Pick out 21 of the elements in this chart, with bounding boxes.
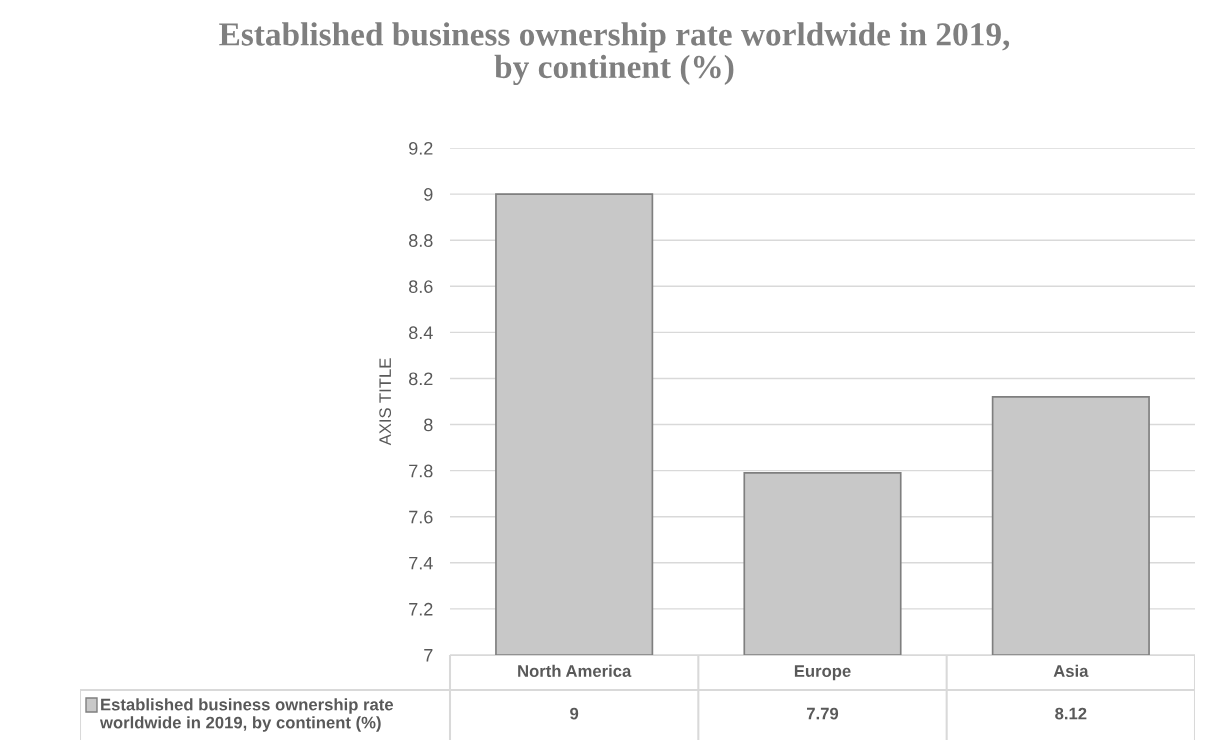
chart-title: Established business ownership rate worldwide in 2019, by continent (%) bbox=[219, 22, 1010, 86]
y-tick-label: 9 bbox=[424, 188, 433, 201]
data-label: 7.79 bbox=[807, 707, 839, 720]
x-tick-label: North America bbox=[518, 664, 632, 677]
y-tick-label: 8 bbox=[424, 418, 433, 432]
y-tick-label: 7.2 bbox=[409, 602, 433, 616]
x-tick-label: Asia bbox=[1053, 664, 1089, 677]
y-tick-label: 8.8 bbox=[409, 234, 433, 247]
y-tick-label: 7.4 bbox=[409, 556, 433, 570]
legend-label: Established business ownership rate worldwide in 2019, by continent (%) bbox=[99, 698, 394, 732]
y-tick-label: 7 bbox=[424, 649, 433, 662]
y-tick-label: 8.6 bbox=[409, 280, 433, 293]
x-tick-label: Europe bbox=[794, 665, 851, 681]
data-label: 9 bbox=[570, 707, 579, 720]
y-axis-title: AXIS TITLE bbox=[379, 358, 392, 446]
data-label: 8.12 bbox=[1055, 707, 1087, 720]
y-tick-label: 9.2 bbox=[409, 141, 433, 155]
y-tick-label: 7.8 bbox=[409, 464, 433, 478]
y-tick-label: 8.4 bbox=[409, 326, 433, 340]
y-tick-label: 7.6 bbox=[409, 510, 433, 524]
y-tick-label: 8.2 bbox=[409, 372, 433, 386]
